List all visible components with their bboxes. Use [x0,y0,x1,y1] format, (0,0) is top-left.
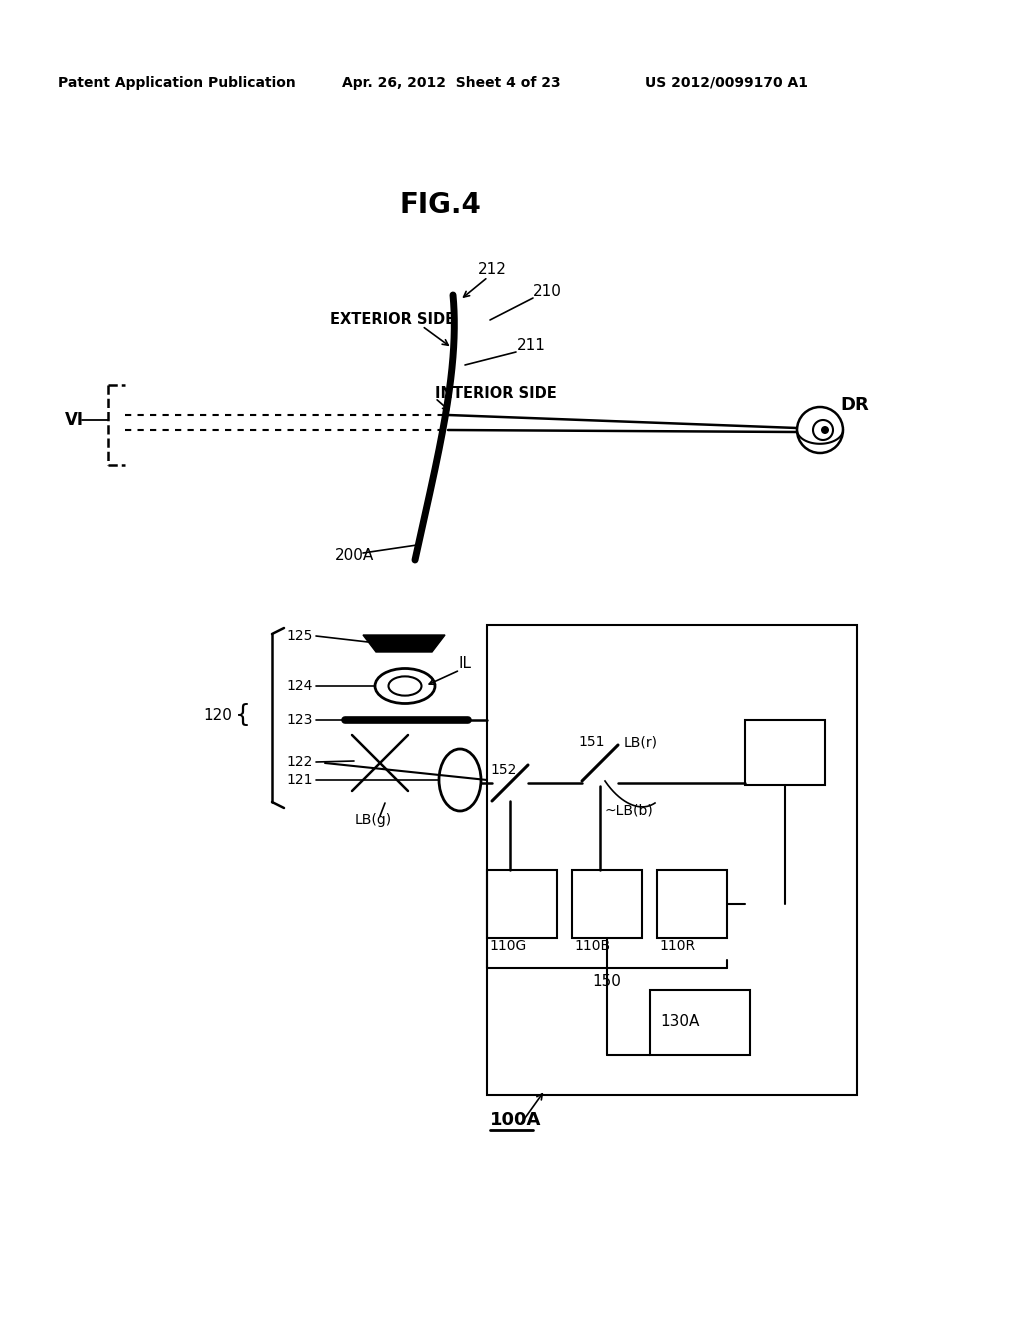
Text: LB(r): LB(r) [624,735,658,748]
Bar [657,870,727,939]
Text: 123: 123 [286,713,312,727]
Text: VI: VI [65,411,84,429]
Text: 125: 125 [286,630,312,643]
Text: 211: 211 [517,338,546,352]
Text: 110B: 110B [574,939,610,953]
Bar [745,719,825,785]
Text: 124: 124 [286,678,312,693]
Text: FIG.4: FIG.4 [399,191,481,219]
Text: 110R: 110R [659,939,695,953]
Text: 210: 210 [534,285,562,300]
Bar [487,624,857,1096]
Text: Apr. 26, 2012  Sheet 4 of 23: Apr. 26, 2012 Sheet 4 of 23 [342,77,560,90]
Circle shape [821,426,829,434]
Text: 110G: 110G [489,939,526,953]
Text: 200A: 200A [335,549,374,564]
Text: 122: 122 [286,755,312,770]
Bar [572,870,642,939]
Bar [650,990,750,1055]
Text: 100A: 100A [490,1111,542,1129]
Text: 121: 121 [286,774,312,787]
Text: DR: DR [840,396,868,414]
Text: {: { [234,704,251,727]
Text: US 2012/0099170 A1: US 2012/0099170 A1 [645,77,808,90]
Text: Patent Application Publication: Patent Application Publication [58,77,296,90]
Text: 212: 212 [478,263,507,277]
Text: EXTERIOR SIDE: EXTERIOR SIDE [330,313,455,327]
Text: ~LB(b): ~LB(b) [605,803,653,817]
Text: 151: 151 [578,735,604,748]
Text: 130A: 130A [660,1015,699,1030]
Text: 152: 152 [490,763,516,777]
Polygon shape [362,635,445,652]
Text: 120: 120 [203,708,232,722]
Text: 150: 150 [593,974,622,990]
Text: IL: IL [458,656,471,671]
Text: INTERIOR SIDE: INTERIOR SIDE [435,385,557,400]
Bar [487,870,557,939]
Text: LB(g): LB(g) [355,813,392,828]
